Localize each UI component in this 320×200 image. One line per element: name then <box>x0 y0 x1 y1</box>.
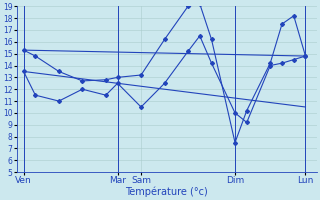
X-axis label: Température (°c): Température (°c) <box>125 187 208 197</box>
